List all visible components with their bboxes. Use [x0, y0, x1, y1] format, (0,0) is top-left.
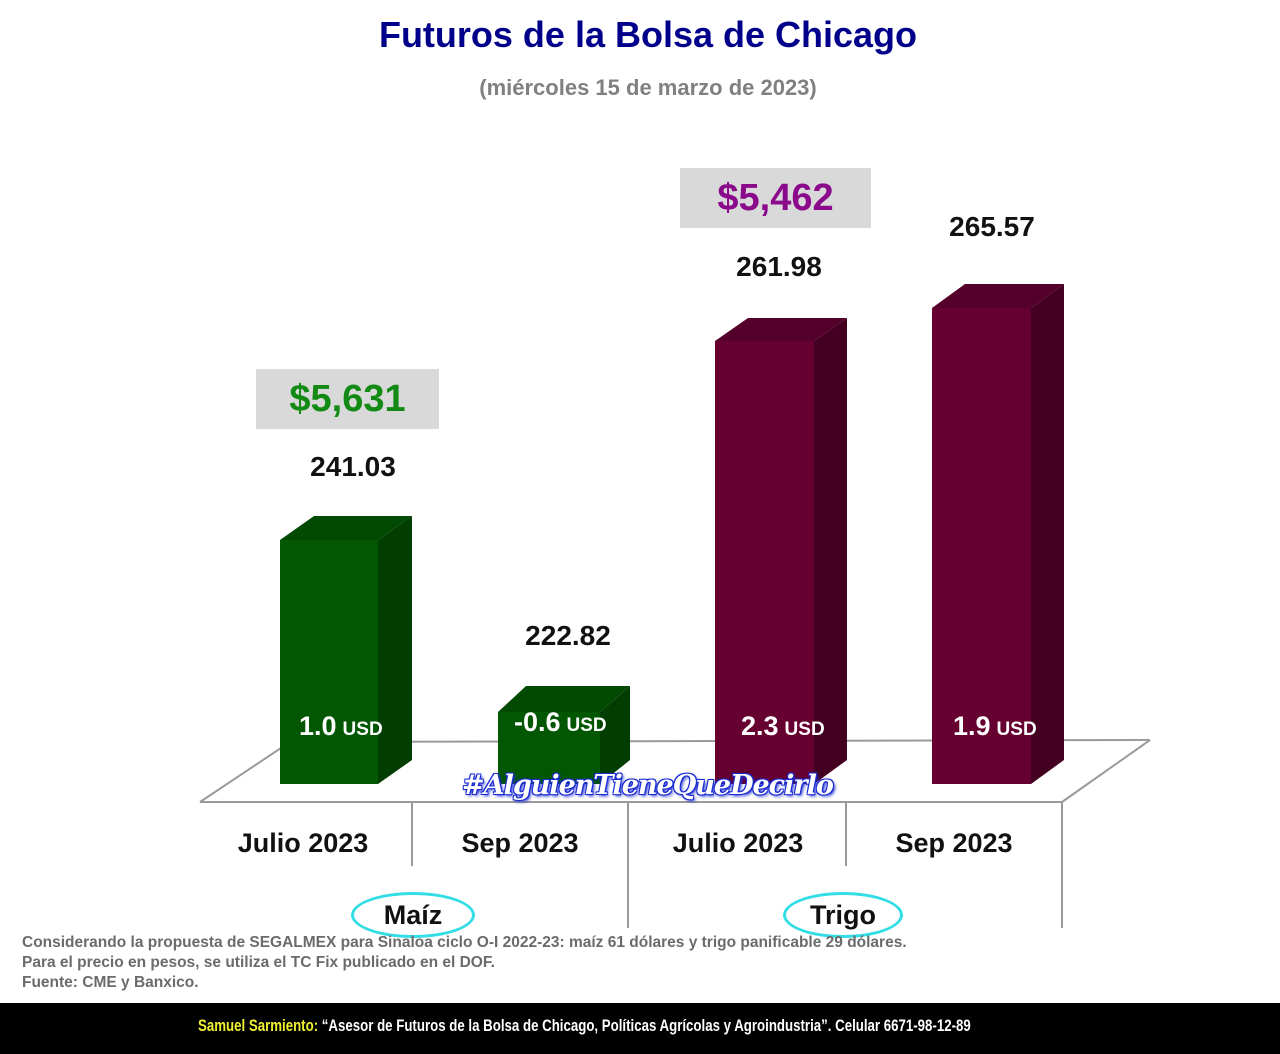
bar-maiz-julio-2023	[280, 516, 412, 784]
change-label-trigo-sep: 1.9 USD	[953, 711, 1037, 741]
hashtag-watermark: #AlguienTieneQueDecirlo	[462, 770, 834, 801]
footnote-line: Fuente: CME y Banxico.	[22, 974, 199, 991]
value-label-trigo-julio: 261.98	[736, 251, 822, 282]
x-tick-label-trigo-julio: Julio 2023	[672, 828, 804, 858]
group-label-trigo: Trigo	[783, 892, 903, 938]
footer-credit: Samuel Sarmiento: “Asesor de Futuros de …	[198, 1016, 971, 1036]
bar-trigo-julio-2023	[715, 318, 847, 784]
x-tick-label-maiz-sep: Sep 2023	[461, 828, 579, 858]
footnote-line: Considerando la propuesta de SEGALMEX pa…	[22, 934, 907, 951]
change-label-maiz-sep: -0.6 USD	[514, 707, 607, 737]
bar-maiz-sep-2023	[498, 686, 630, 784]
footnote-line: Para el precio en pesos, se utiliza el T…	[22, 954, 495, 971]
peso-price-trigo: $5,462	[680, 168, 871, 228]
value-label-trigo-sep: 265.57	[949, 211, 1035, 242]
bar-trigo-sep-2023	[932, 284, 1064, 784]
chart-title: Futuros de la Bolsa de Chicago	[378, 14, 918, 55]
value-label-maiz-julio: 241.03	[310, 451, 396, 482]
change-label-trigo-julio: 2.3 USD	[741, 711, 825, 741]
group-label-maiz: Maíz	[351, 892, 475, 938]
change-label-maiz-julio: 1.0 USD	[299, 711, 383, 741]
peso-price-maiz: $5,631	[256, 369, 439, 429]
footer-banner	[0, 1003, 1280, 1054]
chart-plot-area	[199, 284, 1151, 928]
x-tick-label-trigo-sep: Sep 2023	[895, 828, 1013, 858]
x-tick-label-maiz-julio: Julio 2023	[237, 828, 369, 858]
value-label-maiz-sep: 222.82	[525, 620, 611, 651]
chart-subtitle: (miércoles 15 de marzo de 2023)	[479, 75, 817, 100]
footnotes: Considerando la propuesta de SEGALMEX pa…	[22, 933, 907, 993]
author-description: “Asesor de Futuros de la Bolsa de Chicag…	[318, 1016, 971, 1035]
author-name: Samuel Sarmiento:	[198, 1016, 319, 1035]
